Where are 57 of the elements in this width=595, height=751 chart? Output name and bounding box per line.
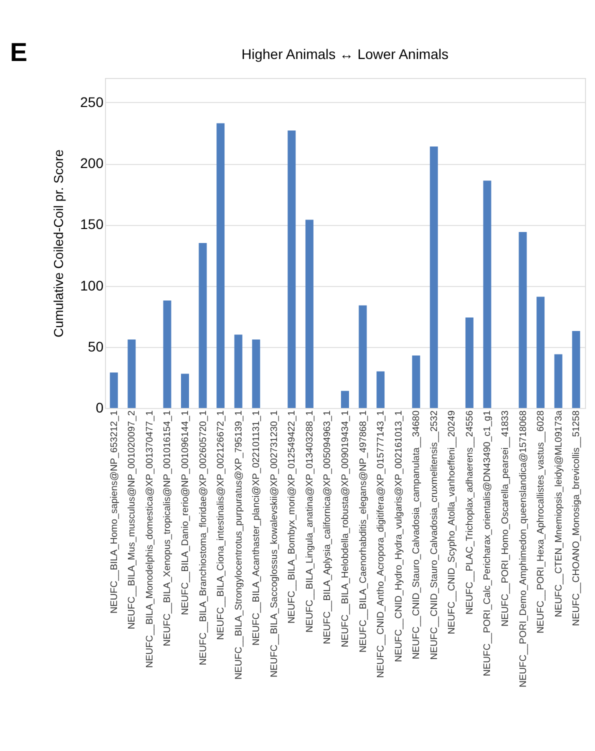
bar xyxy=(216,123,225,408)
x-tick-label: NEUFC__CNID_Hydro_Hydra_vulgaris@XP_002161013_1 xyxy=(393,410,404,662)
y-tick-label: 200 xyxy=(80,155,104,172)
bar xyxy=(252,340,260,408)
x-tick-label: NEUFC__PORI_Hexa_Aphrocallistes_vastus__6028 xyxy=(536,410,547,634)
bar xyxy=(554,354,562,408)
text: E xyxy=(10,37,28,67)
x-tick-label: NEUFC__PLAC_Trichoplax_adhaerens__24556 xyxy=(464,410,476,615)
x-tick-label: NEUFC__BILA_Acanthaster_planci@XP_022101131_1 xyxy=(251,410,262,646)
y-tick-label: 100 xyxy=(80,277,104,294)
x-tick-label: NEUFC__CNID_Antho_Acropora_digitifera@XP_015777143_1 xyxy=(376,410,387,678)
bar xyxy=(110,372,118,408)
bar xyxy=(234,334,242,408)
bar xyxy=(536,296,545,408)
x-tick-label: NEUFC__CNID_Stauro_Calvadosia_cruxmelitensis__2532 xyxy=(428,410,440,660)
chart-title: Higher Animals ↔ Lower Animals xyxy=(242,46,448,62)
x-tick-label: NEUFC__CNID_Scypho_Atolla_vanhoeffeni__20249 xyxy=(446,410,458,634)
bar xyxy=(288,130,296,408)
x-tick-label: NEUFC__BILA_Xenopus_tropicalis@NP_001016154_1 xyxy=(162,410,174,646)
y-tick-label: 150 xyxy=(80,216,104,232)
bar xyxy=(198,243,207,408)
x-tick-label: NEUFC__PORI_Demo_Amphimedon_queenslandica@15718068 xyxy=(518,410,529,688)
x-tick-label: NEUFC__CNID_Stauro_Calvadosia_campanulata__34680 xyxy=(411,410,422,660)
x-tick-label: NEUFC__BILA_Strongylocentrotus_purpuratus@XP_795139_1 xyxy=(233,410,244,680)
x-tick-label: NEUFC__BILA_Lingula_anatina@XP_013403288_1 xyxy=(304,410,316,632)
bar xyxy=(358,305,367,408)
x-tick-label: NEUFC__BILA_Branchiostoma_floridae@XP_002605720_1 xyxy=(198,410,209,666)
x-tick-label: NEUFC__BILA_Saccoglossus_kowalevskii@XP_002731230_1 xyxy=(268,410,280,678)
bar xyxy=(341,390,349,408)
bar xyxy=(430,146,438,408)
x-tick-label: NEUFC__CTEN_Mnemiopsis_leidyi@ML09173a xyxy=(553,410,564,618)
x-tick-label: NEUFC__BILA_Danio_rerio@NP_001096144_1 xyxy=(180,410,191,616)
y-tick-label: 50 xyxy=(88,338,104,354)
bar xyxy=(518,232,527,408)
x-tick-label: NEUFC__BILA_Homo_sapiens@NP_653212_1 xyxy=(108,410,120,614)
bar xyxy=(572,331,580,408)
bar xyxy=(483,180,492,408)
bar xyxy=(465,318,474,408)
bar xyxy=(305,220,314,408)
x-tick-label: NEUFC__PORI_Calc_Pericharax_orientalis@DN43490_c1_g1 xyxy=(482,410,494,676)
x-tick-label: NEUFC__BILA_Mus_musculus@NP_001020097_2 xyxy=(126,410,138,630)
x-tick-label: NEUFC__BILA_Bombyx_mori@XP_012549422_1 xyxy=(286,410,298,624)
y-tick-label: 0 xyxy=(96,400,104,416)
y-axis-title: Cumulative Coiled-Coil pr. Score xyxy=(51,150,66,338)
x-tick-label: NEUFC__BILA_Monodelphis_domestica@XP_001370477_1 xyxy=(144,410,156,668)
bar xyxy=(412,355,420,408)
x-tick-label: NEUFC__BILA_Helobdella_robusta@XP_009019434_1 xyxy=(340,410,351,648)
x-tick-label: NEUFC__CHOANO_Monosiga_brevicollis__51258 xyxy=(571,410,582,626)
x-tick-label: NEUFC__PORI_Homo_Oscarella_pearsei__41833 xyxy=(500,410,511,626)
x-tick-label: NEUFC__BILA_Ciona_intestinalis@XP_002126672_1 xyxy=(216,410,227,640)
x-tick-label: NEUFC__BILA_Aplysia_californica@XP_005094963_1 xyxy=(322,410,334,644)
bar xyxy=(181,374,189,408)
bar xyxy=(128,340,136,408)
x-tick-label: NEUFC__BILA_Caenorhabditis_elegans@NP_497868_1 xyxy=(358,410,369,653)
y-tick-label: 250 xyxy=(80,94,104,110)
bar xyxy=(376,371,385,408)
bar xyxy=(163,300,172,408)
